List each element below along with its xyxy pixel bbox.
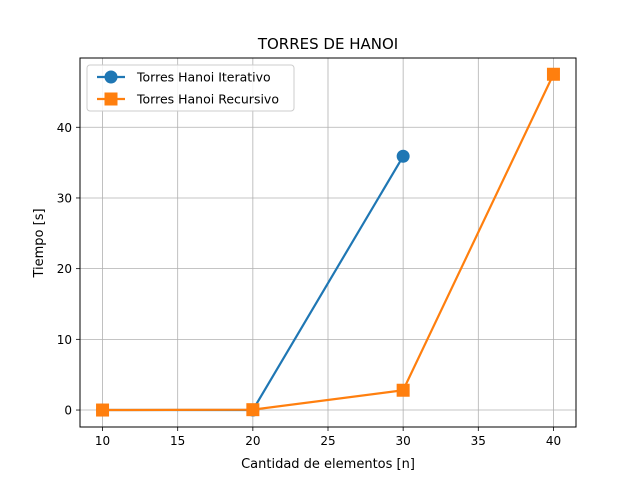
series-2 xyxy=(96,67,560,417)
legend-marker xyxy=(104,70,118,84)
data-point xyxy=(396,149,410,163)
series-layer xyxy=(96,67,560,417)
data-point xyxy=(246,403,260,417)
y-tick-label: 0 xyxy=(64,404,72,418)
chart-title: TORRES DE HANOI xyxy=(257,35,398,53)
y-tick-label: 10 xyxy=(57,333,72,347)
y-tick-label: 40 xyxy=(57,121,72,135)
x-axis-label: Cantidad de elementos [n] xyxy=(241,457,415,472)
y-tick-label: 30 xyxy=(57,191,72,205)
legend-item: Torres Hanoi Recursivo xyxy=(97,92,279,107)
data-point xyxy=(96,403,110,417)
legend-item: Torres Hanoi Iterativo xyxy=(97,70,271,85)
legend: Torres Hanoi Iterativo Torres Hanoi Recur… xyxy=(86,64,295,112)
legend-box xyxy=(86,64,295,112)
x-tick-label: 30 xyxy=(396,434,411,448)
x-tick-label: 40 xyxy=(546,434,561,448)
legend-label: Torres Hanoi Recursivo xyxy=(136,92,279,107)
axis-ticks: 10 15 20 25 30 35 40 0 10 20 30 40 xyxy=(57,121,561,448)
data-point xyxy=(546,67,560,81)
x-tick-label: 10 xyxy=(95,434,110,448)
x-tick-label: 15 xyxy=(170,434,185,448)
x-tick-label: 25 xyxy=(320,434,335,448)
series-line xyxy=(102,73,555,412)
x-tick-label: 35 xyxy=(471,434,486,448)
y-axis-label: Tiempo [s] xyxy=(32,208,47,278)
legend-marker xyxy=(104,92,118,106)
data-point xyxy=(396,383,410,397)
x-tick-label: 20 xyxy=(245,434,260,448)
legend-label: Torres Hanoi Iterativo xyxy=(136,70,271,85)
y-tick-label: 20 xyxy=(57,262,72,276)
